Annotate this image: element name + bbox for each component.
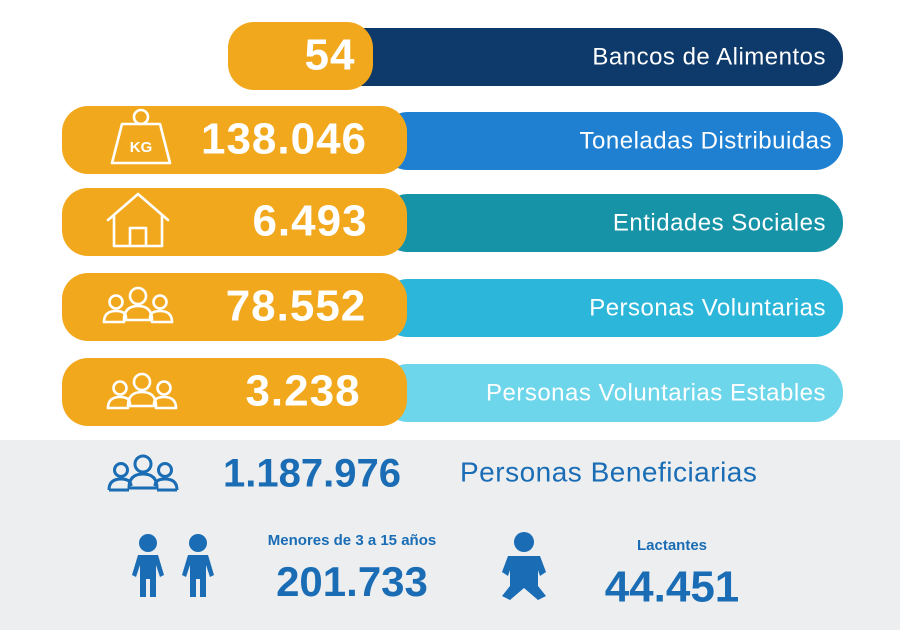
stat-row: 138.046 Toneladas Distribuidas <box>62 106 843 174</box>
stat-label: Entidades Sociales <box>613 209 826 236</box>
weight-icon: KG <box>110 108 172 165</box>
stat-value: 6.493 <box>252 197 367 246</box>
stat-value: 3.238 <box>245 367 360 416</box>
stat-value: 54 <box>305 31 356 80</box>
value-pill <box>62 358 407 426</box>
stat-label: Toneladas Distribuidas <box>580 127 832 154</box>
stat-row: 78.552 Personas Voluntarias <box>62 273 843 341</box>
stat-row: 3.238 Personas Voluntarias Estables <box>62 358 843 426</box>
label-bar <box>330 28 843 86</box>
house-icon <box>106 192 170 248</box>
breakdown-value: 201.733 <box>276 558 428 605</box>
label-bar <box>380 364 843 422</box>
stat-row: 6.493 Entidades Sociales <box>62 188 843 256</box>
beneficiaries-label: Personas Beneficiarias <box>460 456 757 487</box>
baby-icon <box>502 532 546 600</box>
stat-label: Personas Voluntarias Estables <box>486 379 826 406</box>
stat-label: Personas Voluntarias <box>589 294 826 321</box>
label-bar <box>380 112 843 170</box>
beneficiaries-value: 1.187.976 <box>223 452 401 496</box>
value-pill <box>62 188 407 256</box>
stat-label: Bancos de Alimentos <box>592 43 826 70</box>
breakdown-label: Lactantes <box>637 537 707 554</box>
stat-value: 138.046 <box>201 115 367 164</box>
breakdown-value: 44.451 <box>605 563 740 612</box>
weight-icon-label: KG <box>130 139 153 156</box>
label-bar <box>380 279 843 337</box>
stat-rows: 54 Bancos de Alimentos 138.046 Toneladas Di… <box>62 22 843 426</box>
label-bar <box>380 194 843 252</box>
value-pill <box>62 273 407 341</box>
stat-row: 54 Bancos de Alimentos <box>228 22 843 90</box>
breakdown-label: Menores de 3 a 15 años <box>268 532 436 549</box>
stat-value: 78.552 <box>226 282 367 331</box>
value-pill <box>228 22 373 90</box>
